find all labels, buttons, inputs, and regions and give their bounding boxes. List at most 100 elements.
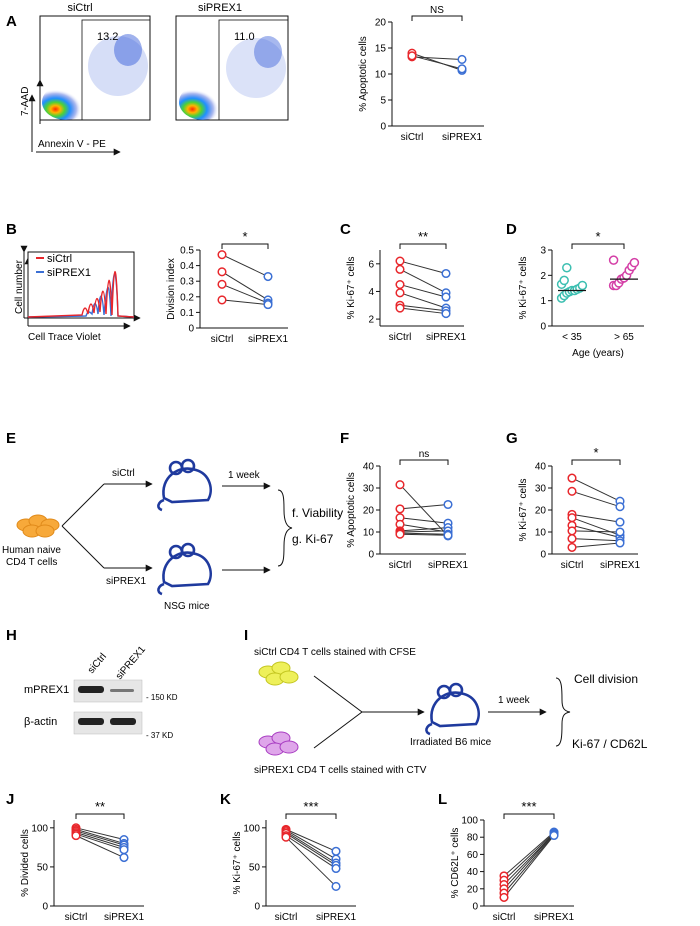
pair-line — [571, 538, 621, 542]
flow-title-siprex1: siPREX1 — [198, 2, 242, 14]
y-tick-label: 20 — [375, 18, 387, 29]
pair-line — [399, 533, 449, 536]
y-tick-label: 100 — [243, 823, 260, 834]
scatter-chart-f: 0 10 20 30 40 % Apoptotic cells siCtrl siPREX1 n… — [346, 449, 468, 571]
panel-letter-e: E — [6, 430, 16, 447]
pair-line — [399, 260, 447, 274]
histogram-legend-siprex1: siPREX1 — [47, 267, 91, 279]
y-tick-label: 2 — [368, 315, 374, 326]
pair-line — [221, 254, 269, 277]
y-tick-label: 0.2 — [180, 292, 194, 303]
blot-lane-sictrl: siCtrl — [86, 651, 109, 676]
point-siprex1 — [443, 499, 453, 510]
x-category-label: siCtrl — [211, 334, 234, 345]
point-sictrl — [567, 486, 577, 496]
y-axis-label: % Ki-67⁺ cells — [518, 256, 529, 319]
pair-line — [285, 831, 337, 864]
scatter-chart-l: 0 20 40 60 80 100% CD62L⁺ cells siCtrl siPREX1 *… — [450, 799, 574, 923]
outcome-cell-division: Cell division — [574, 672, 638, 686]
pair-line — [75, 827, 125, 841]
pair-line — [399, 284, 447, 298]
point-siprex1 — [615, 517, 625, 527]
point-sictrl — [567, 526, 577, 536]
point-siprex1 — [443, 530, 453, 540]
pair-line — [571, 530, 621, 533]
pair-line — [399, 304, 447, 312]
mouse-icon — [425, 682, 480, 736]
flow-ylabel: 7-AAD — [20, 87, 31, 116]
panel-letter-c: C — [340, 221, 351, 238]
y-tick-label: 0 — [254, 902, 260, 913]
significance-label: ** — [418, 229, 428, 244]
schematic-i-top-label: siCtrl CD4 T cells stained with CFSE — [254, 647, 416, 658]
pair-line — [399, 292, 447, 309]
significance-label: * — [595, 229, 600, 244]
cells-icon — [258, 731, 299, 756]
x-category-label: < 35 — [562, 332, 582, 343]
y-tick-label: 3 — [540, 246, 546, 257]
x-category-label: siCtrl — [389, 560, 412, 571]
pair-line — [571, 513, 621, 523]
point-sictrl — [395, 480, 405, 490]
point-siprex1 — [441, 268, 451, 279]
x-category-label: siCtrl — [275, 912, 298, 923]
branch-label-siprex1: siPREX1 — [106, 576, 146, 587]
point-siprex1 — [119, 852, 129, 863]
y-tick-label: 10 — [363, 528, 375, 539]
panel-letter-b: B — [6, 221, 17, 238]
pair-line — [503, 831, 555, 877]
point-group-0 — [562, 262, 572, 273]
time-label: 1 week — [228, 470, 261, 481]
point-sictrl — [217, 250, 227, 260]
y-tick-label: 20 — [363, 506, 375, 517]
point-siprex1 — [549, 830, 559, 841]
y-axis-label: % Apoptotic cells — [346, 472, 357, 548]
point-sictrl — [407, 51, 417, 61]
y-tick-label: 10 — [535, 528, 547, 539]
significance-label: * — [242, 229, 247, 244]
x-axis-label: Age (years) — [572, 348, 624, 359]
outcome-ki67: g. Ki-67 — [292, 532, 334, 546]
significance-label: *** — [303, 799, 318, 814]
flow-xlabel: Annexin V - PE — [38, 139, 106, 150]
panel-letter-k: K — [220, 791, 231, 808]
pair-line — [75, 830, 125, 846]
y-tick-label: 10 — [375, 70, 387, 81]
pair-line — [503, 832, 555, 881]
cells-label-line2: CD4 T cells — [6, 557, 57, 568]
significance-label: NS — [430, 5, 444, 16]
y-axis-label: % CD62L⁺ cells — [450, 828, 461, 899]
scatter-chart-c: 2 4 6 % Ki-67⁺ cells siCtrl siPREX1 ** — [346, 229, 466, 343]
x-category-label: siCtrl — [401, 132, 424, 143]
y-tick-label: 0 — [540, 550, 546, 561]
y-tick-label: 5 — [380, 96, 386, 107]
cells-icon — [16, 514, 60, 538]
pair-line — [571, 542, 621, 548]
schematic-i-mice-label: Irradiated B6 mice — [410, 737, 492, 748]
blot-lane-siprex1: siPREX1 — [114, 644, 148, 682]
pair-line — [399, 517, 449, 524]
pair-line — [399, 532, 449, 535]
significance-bracket — [571, 243, 625, 249]
point-sictrl — [395, 303, 405, 313]
y-tick-label: 6 — [368, 259, 374, 270]
pair-line — [285, 829, 337, 860]
y-tick-label: 1 — [540, 296, 546, 307]
scatter-chart-d: 0 1 2 3 % Ki-67⁺ cells < 35 > 65 Age (years) * — [518, 229, 644, 359]
histogram-legend-sictrl: siCtrl — [47, 253, 72, 265]
pair-line — [75, 828, 125, 844]
pair-line — [399, 307, 447, 315]
pair-line — [399, 530, 449, 533]
x-category-label: siCtrl — [65, 912, 88, 923]
outcome-viability: f. Viability — [292, 506, 343, 520]
y-tick-label: 15 — [375, 44, 387, 55]
blot-row-actin: β-actin — [24, 716, 57, 728]
flow-gate-value-siprex1: 11.0 — [234, 31, 255, 43]
significance-bracket — [503, 813, 555, 819]
flow-plot-sictrl: siCtrl 13.2 — [39, 2, 151, 121]
mice-label: NSG mice — [164, 601, 210, 612]
y-tick-label: 50 — [37, 862, 49, 873]
point-sictrl — [71, 831, 81, 841]
